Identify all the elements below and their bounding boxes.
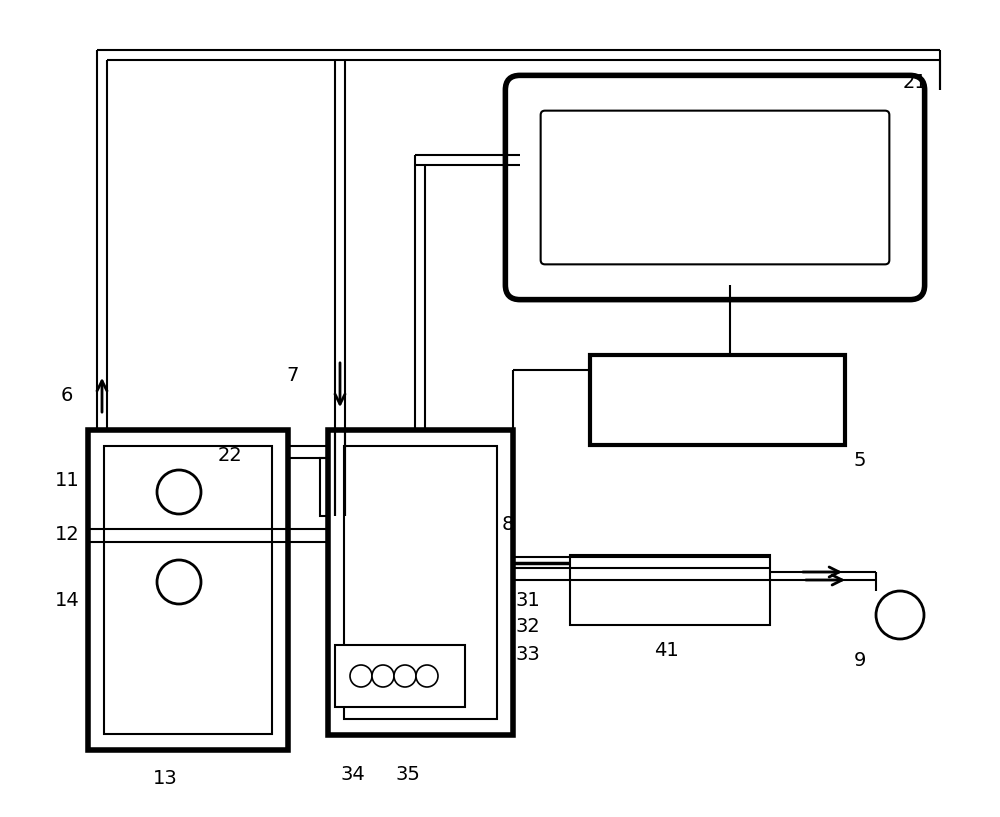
Text: 35: 35	[396, 766, 420, 784]
Text: 5: 5	[854, 450, 866, 470]
Bar	[320, 458, 342, 516]
Bar	[335, 645, 465, 707]
Circle shape	[876, 591, 924, 639]
Bar	[590, 355, 845, 445]
Text: 33: 33	[516, 645, 540, 664]
Text: 31: 31	[516, 591, 540, 609]
Bar	[570, 555, 770, 625]
Text: 22: 22	[218, 445, 242, 465]
Bar	[104, 446, 272, 734]
Bar	[345, 458, 367, 516]
Circle shape	[350, 665, 372, 687]
Circle shape	[157, 560, 201, 604]
FancyBboxPatch shape	[541, 110, 889, 265]
Bar	[88, 430, 288, 750]
Text: 32: 32	[516, 618, 540, 636]
Text: 8: 8	[502, 516, 514, 534]
Text: 6: 6	[61, 386, 73, 404]
Text: 9: 9	[854, 650, 866, 669]
FancyBboxPatch shape	[505, 75, 925, 300]
Circle shape	[372, 665, 394, 687]
Text: 7: 7	[287, 365, 299, 385]
Bar	[344, 446, 497, 719]
Text: 11: 11	[55, 471, 79, 489]
Bar	[328, 430, 513, 735]
Circle shape	[416, 665, 438, 687]
Text: 14: 14	[55, 591, 79, 609]
Text: 41: 41	[654, 641, 678, 659]
Circle shape	[157, 470, 201, 514]
Text: 12: 12	[55, 525, 79, 544]
Text: 13: 13	[153, 769, 177, 788]
Circle shape	[394, 665, 416, 687]
Text: 34: 34	[341, 766, 365, 784]
Text: 21: 21	[903, 73, 927, 92]
